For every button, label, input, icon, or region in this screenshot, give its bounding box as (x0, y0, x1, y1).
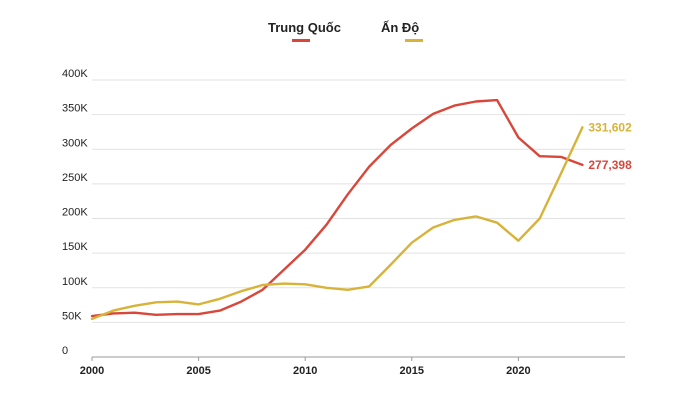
x-tick-label: 2020 (506, 365, 530, 377)
grid (92, 79, 625, 323)
legend-swatch-an-do (404, 39, 423, 42)
legend: Trung Quốc Ấn Độ (268, 20, 423, 42)
legend-item-trung-quoc: Trung Quốc (268, 20, 341, 42)
legend-label-trung-quoc: Trung Quốc (268, 20, 341, 35)
y-tick-label: 50K (62, 310, 82, 322)
x-tick-label: 2015 (400, 365, 424, 377)
x-tick-label: 2005 (186, 365, 210, 377)
series-end-label-1: 331,602 (588, 120, 632, 134)
series-end-label-0: 277,398 (588, 158, 632, 172)
y-tick-label: 150K (62, 241, 88, 253)
series-line-1 (90, 126, 584, 321)
series-line-0 (90, 98, 584, 318)
x-tick-label: 2000 (80, 365, 104, 377)
y-tick-label: 400K (62, 68, 88, 80)
y-tick-label: 100K (62, 276, 88, 288)
y-tick-label: 300K (62, 137, 88, 149)
y-tick-label: 350K (62, 103, 88, 115)
y-tick-label: 0 (62, 345, 68, 357)
y-tick-label: 200K (62, 207, 88, 219)
legend-item-an-do: Ấn Độ (381, 20, 423, 42)
legend-label-an-do: Ấn Độ (380, 20, 420, 35)
y-tick-label: 250K (62, 172, 88, 184)
legend-swatch-trung-quoc (292, 39, 310, 42)
x-tick-label: 2010 (293, 365, 317, 377)
